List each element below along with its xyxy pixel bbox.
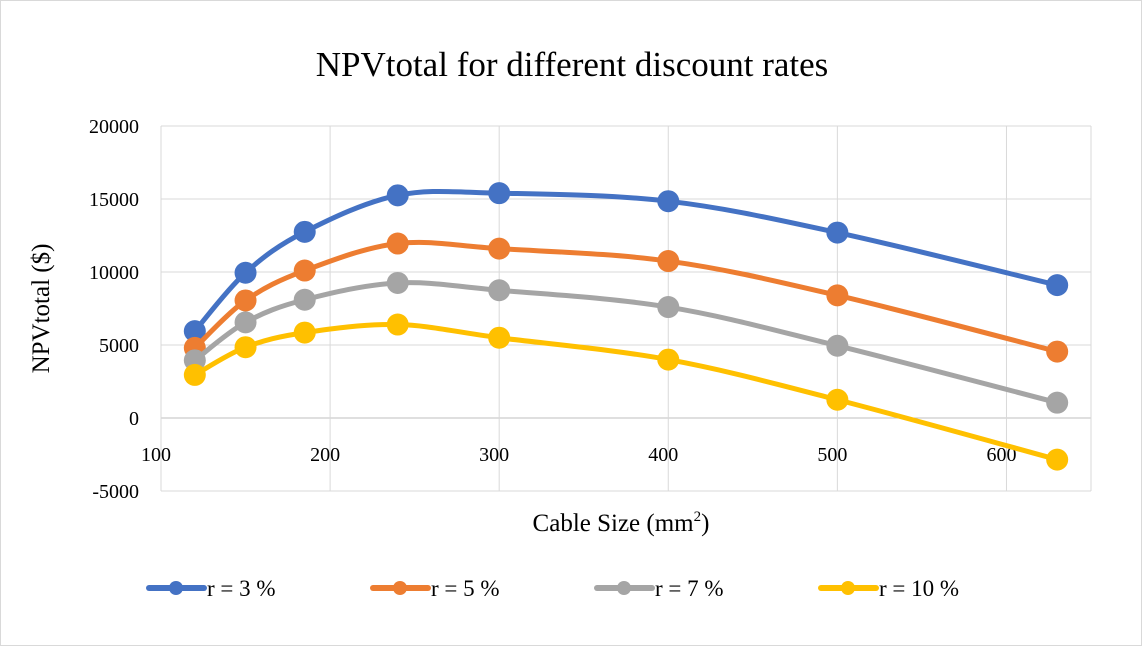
x-tick-label: 300 xyxy=(479,444,509,466)
legend-marker-dot xyxy=(169,581,183,595)
data-point xyxy=(234,336,257,359)
legend-label: r = 7 % xyxy=(655,576,724,601)
data-point xyxy=(657,348,680,371)
legend-label: r = 10 % xyxy=(879,576,959,601)
data-point xyxy=(488,279,511,302)
data-point xyxy=(386,232,409,255)
data-point xyxy=(826,388,849,411)
data-point xyxy=(826,284,849,307)
y-tick-label: 15000 xyxy=(89,189,139,211)
legend-marker-dot xyxy=(617,581,631,595)
data-point xyxy=(1046,391,1069,414)
data-point xyxy=(386,184,409,207)
series-line xyxy=(193,321,1058,463)
legend-label: r = 3 % xyxy=(207,576,276,601)
y-tick-label: 5000 xyxy=(99,335,139,357)
y-axis-title: NPVtotal ($) xyxy=(28,244,55,374)
data-point xyxy=(657,250,680,273)
data-point xyxy=(488,326,511,349)
data-point xyxy=(826,221,849,244)
y-tick-label: 0 xyxy=(129,408,139,430)
data-point xyxy=(657,190,680,213)
data-point xyxy=(234,311,257,334)
x-tick-label: 500 xyxy=(817,444,847,466)
y-tick-label: -5000 xyxy=(92,481,139,503)
legend-marker-dot xyxy=(841,581,855,595)
data-point xyxy=(1046,340,1069,363)
data-point xyxy=(183,363,206,386)
legend-marker-dot xyxy=(393,581,407,595)
data-point xyxy=(293,321,316,344)
data-point xyxy=(386,271,409,294)
data-point xyxy=(488,182,511,205)
series-line xyxy=(193,280,1058,406)
data-point xyxy=(657,296,680,319)
data-point xyxy=(234,261,257,284)
x-axis-title: Cable Size (mm2) xyxy=(533,509,710,537)
data-point xyxy=(293,220,316,243)
data-point xyxy=(293,288,316,311)
y-tick-label: 10000 xyxy=(89,262,139,284)
y-tick-label: 20000 xyxy=(89,116,139,138)
x-tick-label: 600 xyxy=(986,444,1016,466)
data-point xyxy=(234,289,257,312)
data-point xyxy=(386,313,409,336)
chart-title: NPVtotal for different discount rates xyxy=(316,45,829,84)
data-point xyxy=(1046,274,1069,297)
x-tick-label: 100 xyxy=(141,444,171,466)
data-point xyxy=(293,259,316,282)
data-point xyxy=(183,320,206,343)
data-point xyxy=(1046,448,1069,471)
x-tick-label: 400 xyxy=(648,444,678,466)
x-tick-label: 200 xyxy=(310,444,340,466)
legend-label: r = 5 % xyxy=(431,576,500,601)
data-point xyxy=(488,237,511,260)
data-point xyxy=(826,334,849,357)
